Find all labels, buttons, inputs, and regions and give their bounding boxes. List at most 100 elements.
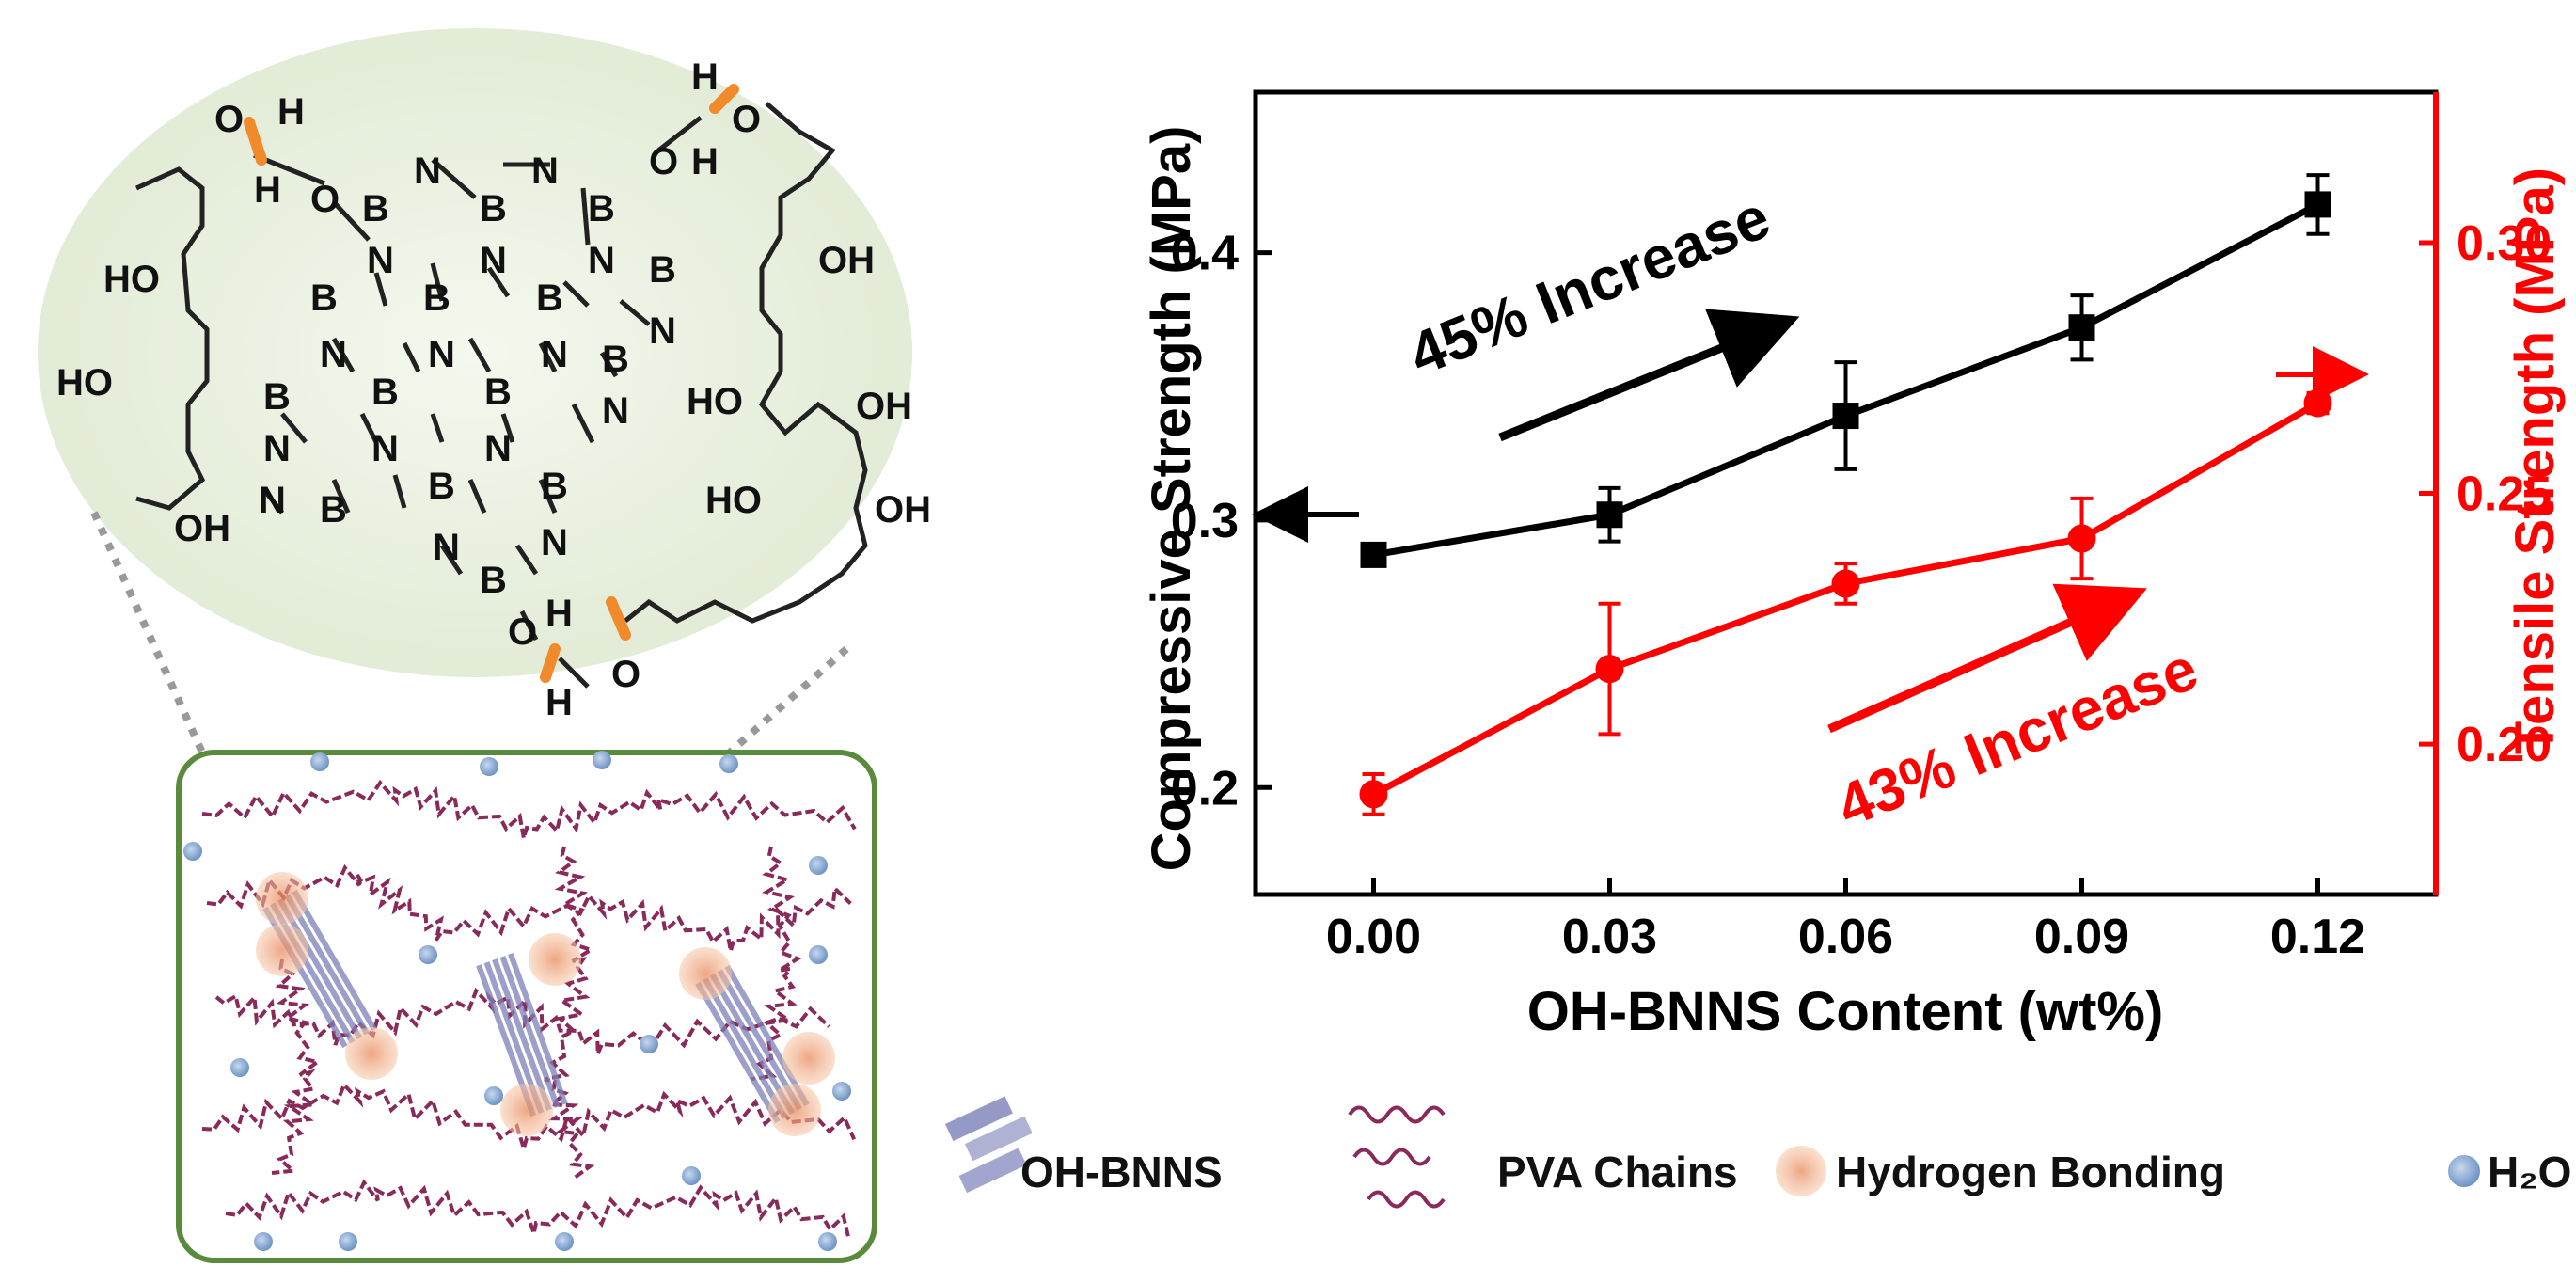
hbond-dot-group bbox=[256, 872, 835, 1136]
hydrogen-bond-icon bbox=[1776, 1146, 1826, 1196]
legend-label-hydrogen-bonding: Hydrogen Bonding bbox=[1836, 1148, 2225, 1196]
atom-N: N bbox=[433, 527, 460, 568]
right-tick-label: 0.25 bbox=[2457, 467, 2552, 522]
atom-B: B bbox=[428, 466, 455, 507]
legend: OH-BNNS PVA Chains Hydrogen Bonding H₂O bbox=[945, 1096, 2571, 1209]
hydrogen-bond-site bbox=[768, 1084, 821, 1136]
left-tick-group: 0.2 0.3 0.4 bbox=[1171, 227, 1272, 816]
compressive-data-point bbox=[1360, 541, 1387, 568]
atom-B: B bbox=[602, 339, 629, 380]
compressive-data-point bbox=[1832, 403, 1859, 430]
atom-N: N bbox=[320, 334, 347, 375]
atom-N: N bbox=[541, 522, 568, 563]
increase-arrow-red bbox=[1827, 583, 2147, 734]
tensile-data-point bbox=[2303, 388, 2332, 418]
water-molecule bbox=[480, 757, 498, 776]
atom-O: O bbox=[649, 141, 678, 182]
pva-chain bbox=[201, 779, 857, 839]
compressive-data-point bbox=[1596, 501, 1623, 529]
tensile-series bbox=[1359, 388, 2332, 816]
hydroxyl-HO: HO bbox=[103, 259, 160, 300]
atom-H: H bbox=[691, 56, 719, 98]
atom-N: N bbox=[649, 310, 676, 352]
atom-B: B bbox=[588, 188, 615, 230]
water-molecule bbox=[809, 856, 828, 875]
atom-H: H bbox=[254, 169, 281, 211]
hydrogen-bond-site bbox=[345, 1027, 398, 1080]
bnns-layer bbox=[703, 977, 788, 1119]
atom-H: H bbox=[691, 141, 719, 182]
hydrogen-bond-site bbox=[782, 1032, 835, 1085]
hydroxyl-OH: OH bbox=[875, 489, 931, 531]
atom-N: N bbox=[484, 428, 512, 469]
atom-O: O bbox=[732, 99, 761, 140]
hydrogel-schematic bbox=[176, 750, 877, 1263]
atom-B: B bbox=[480, 560, 507, 601]
atom-B: B bbox=[423, 277, 450, 319]
legend-item-water: H₂O bbox=[2448, 1148, 2571, 1196]
hydroxyl-HO: HO bbox=[687, 381, 743, 422]
pva-chain bbox=[225, 1179, 851, 1241]
legend-item-oh-bnns: OH-BNNS bbox=[945, 1096, 1223, 1196]
hydrogen-bond-site bbox=[256, 924, 308, 976]
bnns-layer bbox=[508, 952, 568, 1105]
legend-item-pva-chains: PVA Chains bbox=[1348, 1105, 1738, 1209]
annotation-tensile-increase: 43% Increase bbox=[1827, 634, 2206, 840]
atom-N: N bbox=[541, 334, 568, 375]
atom-N: N bbox=[588, 240, 615, 281]
tensile-data-point bbox=[1359, 780, 1388, 809]
pva-chain bbox=[544, 846, 595, 1180]
right-tick-group: 0.20 0.25 0.30 bbox=[2419, 216, 2552, 772]
x-tick-label: 0.12 bbox=[2270, 910, 2365, 964]
atom-N: N bbox=[414, 150, 441, 192]
hydroxyl-OH: OH bbox=[818, 240, 875, 281]
atom-O: O bbox=[310, 179, 340, 220]
left-tick-label: 0.4 bbox=[1171, 227, 1239, 281]
compressive-data-point bbox=[2304, 191, 2331, 218]
atom-B: B bbox=[541, 466, 568, 507]
left-axis-label: Compressive Strength (MPa) bbox=[1141, 126, 1202, 872]
hydrogen-bond-site bbox=[500, 1084, 553, 1136]
annotation-compressive-increase: 45% Increase bbox=[1399, 182, 1778, 388]
water-molecule bbox=[555, 1232, 574, 1251]
atom-B: B bbox=[536, 277, 563, 319]
x-axis-label: OH-BNNS Content (wt%) bbox=[1527, 981, 2164, 1042]
right-axis-label: Tensile Strength (MPa) bbox=[2505, 167, 2566, 754]
water-molecule bbox=[254, 1232, 273, 1251]
legend-label-water: H₂O bbox=[2488, 1148, 2571, 1196]
atom-B: B bbox=[310, 277, 338, 319]
water-dot-group bbox=[183, 751, 851, 1251]
increase-arrow-black bbox=[1498, 309, 1800, 442]
atom-N: N bbox=[480, 240, 507, 281]
pva-chain bbox=[271, 958, 322, 1175]
atom-H: H bbox=[545, 593, 573, 634]
atom-B: B bbox=[362, 188, 389, 230]
water-molecule bbox=[183, 842, 202, 861]
hydrogen-bond-site bbox=[529, 933, 581, 986]
x-tick-group: 0.00 0.03 0.06 0.09 0.12 bbox=[1326, 878, 2365, 964]
left-tick-label: 0.2 bbox=[1171, 761, 1239, 816]
atom-B: B bbox=[320, 489, 347, 531]
atom-O: O bbox=[508, 611, 537, 653]
bnns-sheet-group bbox=[262, 889, 810, 1124]
x-tick-label: 0.00 bbox=[1326, 910, 1421, 964]
x-tick-label: 0.06 bbox=[1798, 910, 1893, 964]
atom-N: N bbox=[602, 390, 629, 432]
water-molecule bbox=[682, 1166, 701, 1185]
pva-chain-group bbox=[201, 779, 857, 1241]
bnns-sheet-icon bbox=[945, 1096, 1033, 1194]
bnns-layer bbox=[499, 956, 561, 1108]
tensile-data-point bbox=[2067, 524, 2096, 553]
compressive-data-point bbox=[2068, 314, 2095, 341]
atom-B: B bbox=[484, 372, 512, 413]
right-tick-label: 0.30 bbox=[2457, 216, 2552, 271]
atom-N: N bbox=[367, 240, 394, 281]
compressive-series bbox=[1360, 173, 2331, 568]
bnns-layer bbox=[284, 894, 370, 1036]
tensile-data-point bbox=[1595, 655, 1624, 684]
atom-H: H bbox=[277, 91, 305, 133]
left-tick-label: 0.3 bbox=[1171, 494, 1239, 548]
x-tick-label: 0.09 bbox=[2034, 910, 2129, 964]
atom-H: H bbox=[545, 682, 573, 723]
